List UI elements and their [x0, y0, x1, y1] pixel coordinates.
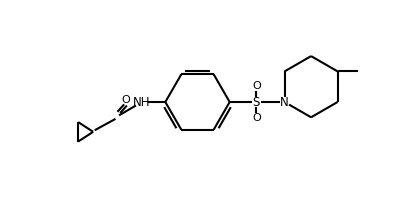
Text: O: O	[252, 81, 261, 91]
Text: N: N	[280, 95, 289, 109]
Text: S: S	[253, 95, 260, 109]
Text: O: O	[252, 113, 261, 123]
Text: NH: NH	[133, 95, 150, 109]
Text: O: O	[122, 95, 130, 105]
